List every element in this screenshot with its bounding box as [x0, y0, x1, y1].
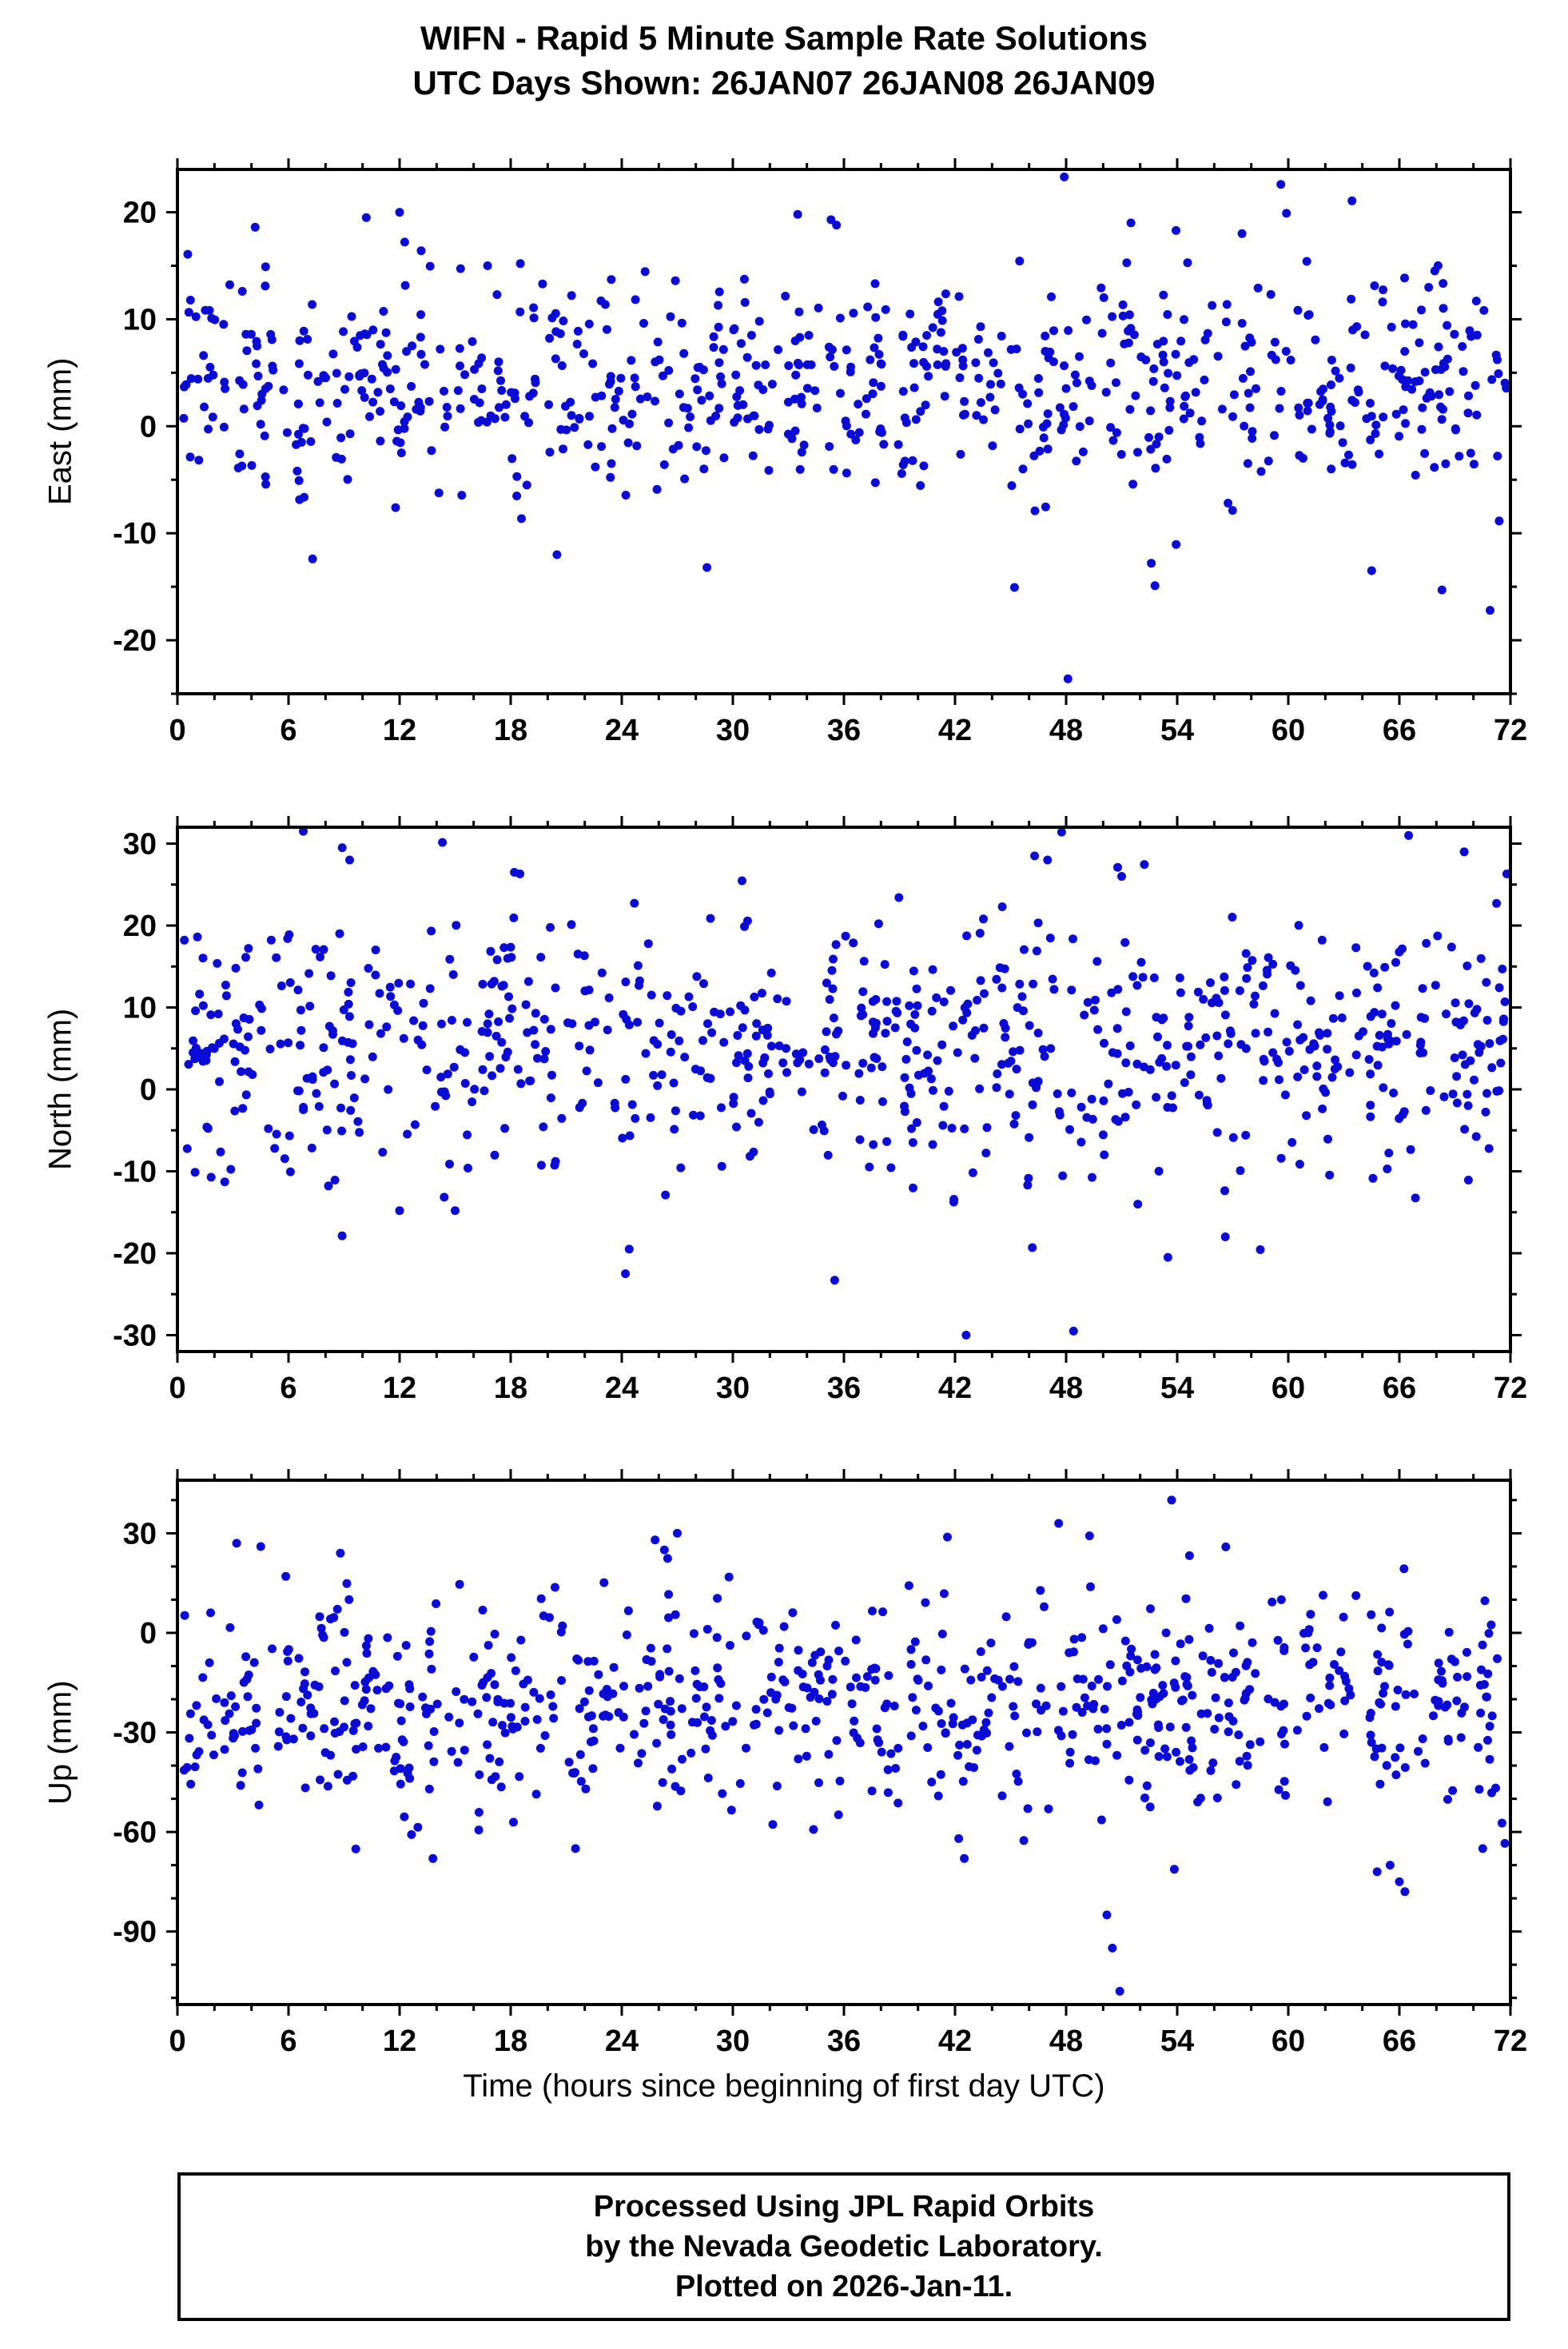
footer-line2: by the Nevada Geodetic Laboratory. [585, 2230, 1103, 2263]
east-scatter-panel: 0 6 12 18 24 30 36 42 48 54 60 66 72 -20 -10 0 10 20 [113, 158, 1527, 747]
svg-text:42: 42 [938, 1372, 972, 1405]
up-scatter-panel: 0 6 12 18 24 30 36 42 48 54 60 66 72 -90 -60 -30 0 30 [113, 1469, 1527, 2058]
chart-title-line1: WIFN - Rapid 5 Minute Sample Rate Soluti… [420, 19, 1148, 57]
svg-text:0: 0 [140, 410, 157, 444]
svg-text:72: 72 [1494, 1372, 1527, 1405]
svg-text:30: 30 [123, 1517, 157, 1551]
svg-text:0: 0 [140, 1073, 157, 1107]
svg-text:10: 10 [123, 303, 157, 336]
footer-line1: Processed Using JPL Rapid Orbits [593, 2190, 1095, 2224]
svg-text:30: 30 [123, 828, 157, 862]
svg-text:-20: -20 [113, 624, 157, 658]
svg-text:12: 12 [383, 1372, 416, 1405]
svg-text:18: 18 [494, 1372, 527, 1405]
svg-text:30: 30 [716, 1372, 750, 1405]
svg-text:12: 12 [383, 714, 416, 747]
svg-text:0: 0 [169, 2025, 185, 2058]
svg-text:60: 60 [1272, 1372, 1305, 1405]
svg-text:10: 10 [123, 992, 157, 1025]
svg-text:0: 0 [169, 1372, 185, 1405]
svg-text:48: 48 [1049, 714, 1083, 747]
svg-text:-30: -30 [113, 1320, 157, 1353]
svg-text:20: 20 [123, 910, 157, 943]
svg-text:60: 60 [1272, 714, 1305, 747]
svg-text:42: 42 [938, 2025, 972, 2058]
east-axis-label: East (mm) [42, 357, 78, 506]
north-scatter-panel: 0 6 12 18 24 30 36 42 48 54 60 66 72 -30 -20 -10 0 10 20 30 [113, 816, 1527, 1405]
svg-text:24: 24 [605, 2025, 639, 2058]
svg-text:24: 24 [605, 714, 639, 747]
svg-text:30: 30 [716, 2025, 750, 2058]
footer-line3: Plotted on 2026-Jan-11. [675, 2270, 1013, 2303]
svg-text:-90: -90 [113, 1916, 157, 1949]
svg-text:20: 20 [123, 197, 157, 230]
svg-text:72: 72 [1494, 2025, 1527, 2058]
svg-text:-60: -60 [113, 1816, 157, 1849]
svg-text:-30: -30 [113, 1717, 157, 1750]
svg-text:18: 18 [494, 714, 527, 747]
svg-text:-10: -10 [113, 517, 157, 551]
svg-text:54: 54 [1160, 2025, 1194, 2058]
svg-text:42: 42 [938, 714, 972, 747]
chart-title-line2: UTC Days Shown: 26JAN07 26JAN08 26JAN09 [412, 64, 1156, 102]
svg-text:30: 30 [716, 714, 750, 747]
svg-text:48: 48 [1049, 2025, 1083, 2058]
svg-text:18: 18 [494, 2025, 527, 2058]
svg-text:66: 66 [1383, 1372, 1416, 1405]
svg-text:12: 12 [383, 2025, 416, 2058]
x-axis-label: Time (hours since beginning of first day… [463, 2068, 1105, 2104]
svg-text:48: 48 [1049, 1372, 1083, 1405]
footer-box: Processed Using JPL Rapid Orbits by the … [177, 2172, 1510, 2321]
svg-text:66: 66 [1383, 2025, 1416, 2058]
svg-text:6: 6 [280, 2025, 296, 2058]
svg-text:72: 72 [1494, 714, 1527, 747]
svg-text:60: 60 [1272, 2025, 1305, 2058]
svg-text:36: 36 [827, 2025, 861, 2058]
svg-text:0: 0 [169, 714, 185, 747]
svg-text:-20: -20 [113, 1237, 157, 1271]
up-axis-label: Up (mm) [42, 1680, 78, 1805]
svg-text:6: 6 [280, 714, 296, 747]
svg-text:54: 54 [1160, 714, 1194, 747]
svg-text:6: 6 [280, 1372, 296, 1405]
svg-text:36: 36 [827, 1372, 861, 1405]
svg-text:54: 54 [1160, 1372, 1194, 1405]
north-axis-label: North (mm) [42, 1008, 78, 1171]
svg-text:0: 0 [140, 1617, 157, 1650]
svg-text:24: 24 [605, 1372, 639, 1405]
svg-text:36: 36 [827, 714, 861, 747]
svg-text:66: 66 [1383, 714, 1416, 747]
svg-text:-10: -10 [113, 1156, 157, 1189]
